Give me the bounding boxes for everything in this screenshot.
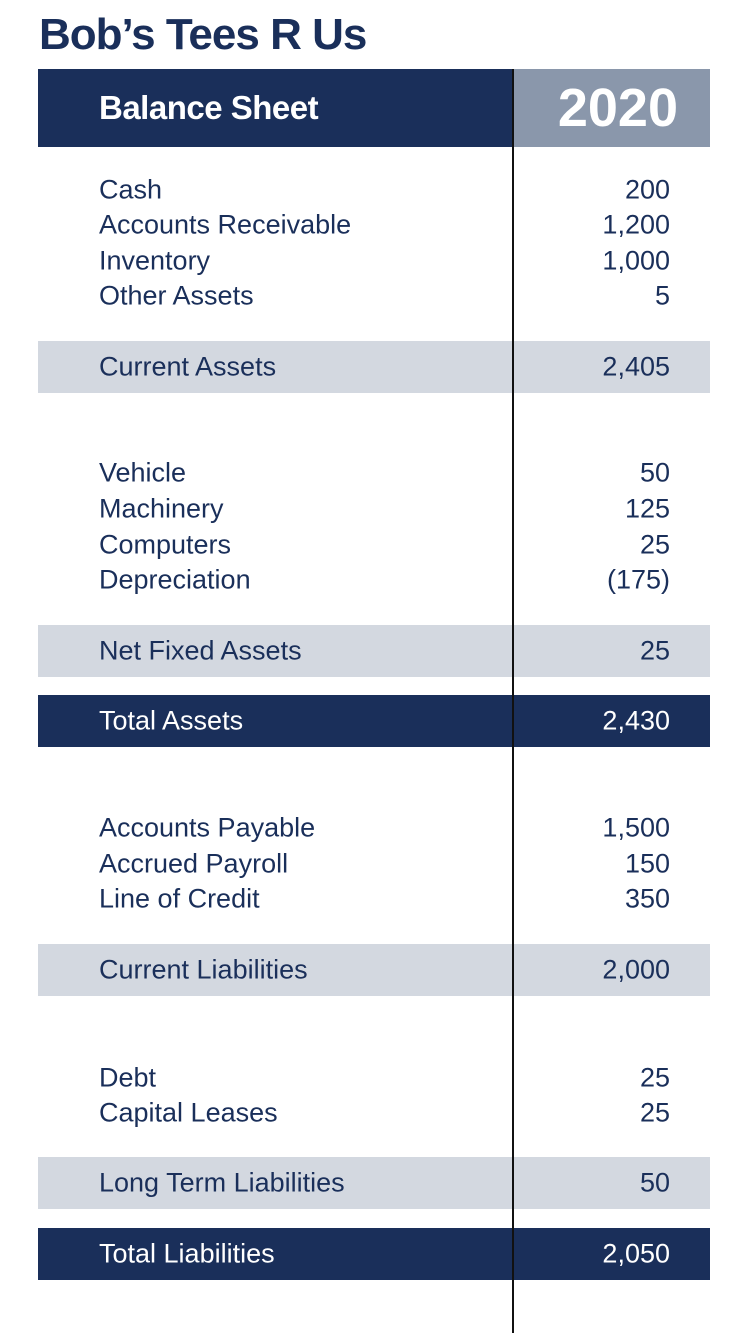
row-value: 25	[639, 1062, 670, 1093]
line-item-row: Accrued Payroll 150	[38, 846, 710, 882]
line-item-row: Computers 25	[38, 527, 710, 563]
row-label: Machinery	[99, 493, 224, 524]
line-item-row: Depreciation (175)	[38, 562, 710, 598]
row-value: 125	[624, 493, 670, 524]
column-divider	[512, 69, 514, 1333]
row-label: Cash	[99, 174, 163, 205]
subtotal-row: Net Fixed Assets 25	[38, 625, 710, 677]
row-value: 50	[639, 457, 670, 488]
sheet-title: Balance Sheet	[99, 89, 319, 126]
row-value: 350	[624, 883, 670, 914]
company-title: Bob’s Tees R Us	[39, 10, 367, 59]
row-label: Net Fixed Assets	[99, 635, 302, 666]
row-label: Other Assets	[99, 280, 254, 311]
row-value: 25	[639, 1097, 670, 1128]
row-label: Computers	[99, 529, 232, 560]
row-label: Capital Leases	[99, 1097, 278, 1128]
year-label: 2020	[557, 78, 678, 138]
subtotal-row: Current Assets 2,405	[38, 341, 710, 393]
row-value: 50	[639, 1167, 670, 1198]
line-item-row: Cash 200	[38, 172, 710, 208]
row-label: Total Assets	[99, 705, 244, 736]
row-value: 5	[654, 280, 670, 311]
line-item-row: Debt 25	[38, 1060, 710, 1096]
table-header-year-cell: 2020	[513, 69, 710, 147]
row-value: 1,200	[602, 209, 670, 240]
row-label: Current Assets	[99, 351, 277, 382]
row-label: Current Liabilities	[99, 954, 308, 985]
row-label: Debt	[99, 1062, 157, 1093]
total-row: Total Assets 2,430	[38, 695, 710, 747]
line-item-row: Accounts Payable 1,500	[38, 810, 710, 846]
row-value: 1,000	[602, 245, 670, 276]
row-value: 2,430	[602, 705, 670, 736]
line-item-row: Machinery 125	[38, 491, 710, 527]
row-value: 200	[624, 174, 670, 205]
subtotal-row: Current Liabilities 2,000	[38, 944, 710, 996]
row-label: Inventory	[99, 245, 211, 276]
total-row: Total Liabilities 2,050	[38, 1228, 710, 1280]
row-label: Accounts Payable	[99, 812, 316, 843]
row-label: Accrued Payroll	[99, 848, 289, 879]
row-label: Total Liabilities	[99, 1238, 275, 1269]
line-item-row: Capital Leases 25	[38, 1095, 710, 1131]
row-value: 2,000	[602, 954, 670, 985]
row-value: 150	[624, 848, 670, 879]
row-label: Depreciation	[99, 564, 251, 595]
row-label: Long Term Liabilities	[99, 1167, 345, 1198]
line-item-row: Inventory 1,000	[38, 243, 710, 279]
line-item-row: Line of Credit 350	[38, 881, 710, 917]
row-value: (175)	[606, 564, 670, 595]
row-value: 25	[639, 529, 670, 560]
row-value: 1,500	[602, 812, 670, 843]
line-item-row: Accounts Receivable 1,200	[38, 207, 710, 243]
line-item-row: Other Assets 5	[38, 278, 710, 314]
subtotal-row: Long Term Liabilities 50	[38, 1157, 710, 1209]
row-label: Accounts Receivable	[99, 209, 352, 240]
row-value: 25	[639, 635, 670, 666]
row-label: Line of Credit	[99, 883, 260, 914]
table-header-title-cell: Balance Sheet	[38, 69, 513, 147]
row-value: 2,050	[602, 1238, 670, 1269]
row-value: 2,405	[602, 351, 670, 382]
row-label: Vehicle	[99, 457, 187, 488]
line-item-row: Vehicle 50	[38, 455, 710, 491]
